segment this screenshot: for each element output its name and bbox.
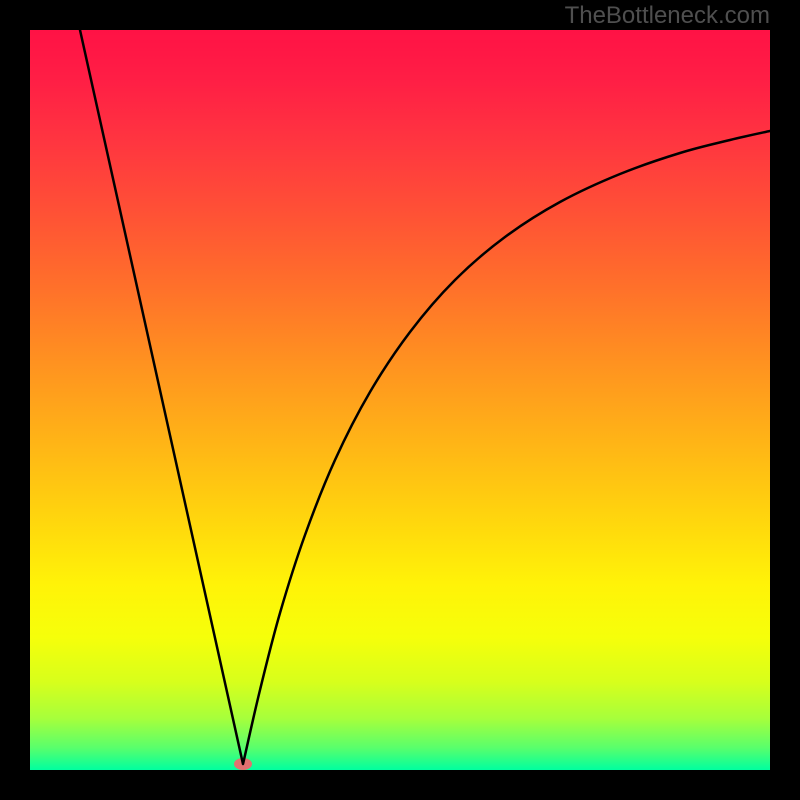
- plot-area: [30, 30, 770, 770]
- bottleneck-curve: [30, 30, 770, 770]
- chart-frame: TheBottleneck.com: [0, 0, 800, 800]
- curve-path: [80, 30, 770, 764]
- watermark-text: TheBottleneck.com: [565, 2, 770, 30]
